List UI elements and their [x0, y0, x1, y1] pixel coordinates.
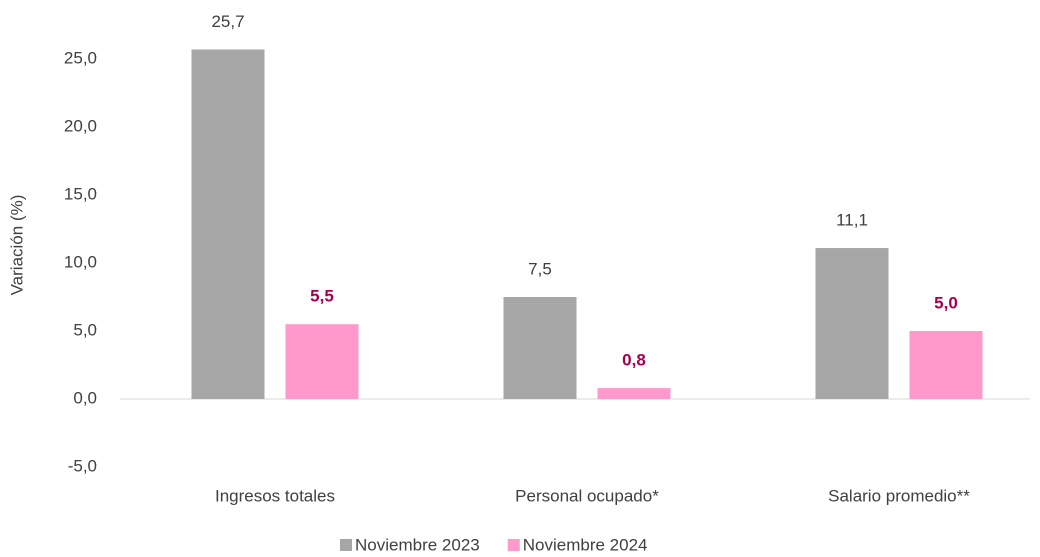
legend-label: Noviembre 2024 — [523, 535, 648, 554]
bar — [909, 331, 983, 399]
x-tick-label: Salario promedio** — [828, 486, 970, 505]
value-label: 5,0 — [934, 293, 958, 312]
y-tick-label: 5,0 — [73, 320, 97, 339]
value-label: 5,5 — [310, 287, 334, 306]
y-tick-label: 15,0 — [64, 184, 97, 203]
legend-swatch — [507, 539, 520, 551]
y-axis-title: Variación (%) — [7, 195, 26, 296]
bar — [597, 388, 671, 399]
y-tick-label: -5,0 — [68, 456, 97, 475]
value-label: 0,8 — [622, 351, 646, 370]
legend-label: Noviembre 2023 — [355, 535, 480, 554]
bar — [285, 324, 359, 399]
value-label: 25,7 — [211, 12, 244, 31]
bar — [191, 49, 265, 399]
x-tick-label: Ingresos totales — [215, 486, 335, 505]
value-label: 11,1 — [836, 211, 868, 230]
y-tick-label: 10,0 — [64, 252, 97, 271]
bar — [503, 297, 577, 399]
bar — [815, 248, 889, 399]
y-tick-label: 0,0 — [73, 388, 97, 407]
legend-swatch — [340, 539, 352, 551]
x-tick-label: Personal ocupado* — [515, 486, 659, 505]
value-label: 7,5 — [528, 259, 552, 278]
y-tick-label: 25,0 — [64, 48, 97, 67]
y-tick-label: 20,0 — [64, 116, 97, 135]
